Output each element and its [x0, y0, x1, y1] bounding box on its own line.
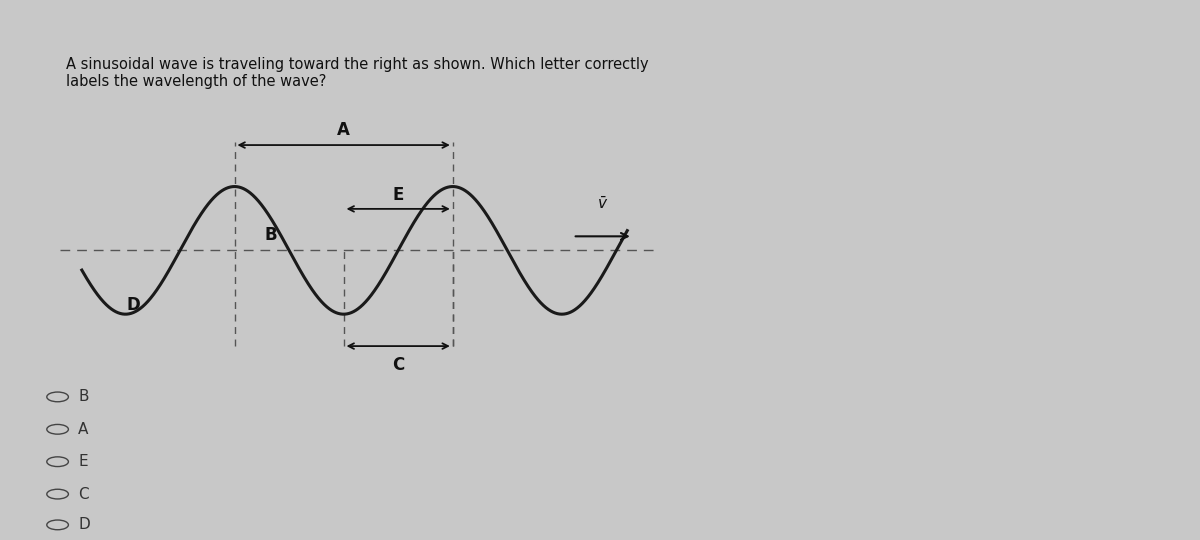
- Text: $\bar{v}$: $\bar{v}$: [598, 196, 608, 212]
- Text: D: D: [127, 295, 140, 314]
- Text: E: E: [392, 186, 404, 204]
- Text: A: A: [337, 120, 350, 139]
- Text: B: B: [264, 226, 277, 244]
- Text: C: C: [392, 356, 404, 374]
- Text: E: E: [78, 454, 88, 469]
- Text: C: C: [78, 487, 89, 502]
- Text: D: D: [78, 517, 90, 532]
- Text: A sinusoidal wave is traveling toward the right as shown. Which letter correctly: A sinusoidal wave is traveling toward th…: [66, 57, 649, 89]
- Text: A: A: [78, 422, 89, 437]
- Text: B: B: [78, 389, 89, 404]
